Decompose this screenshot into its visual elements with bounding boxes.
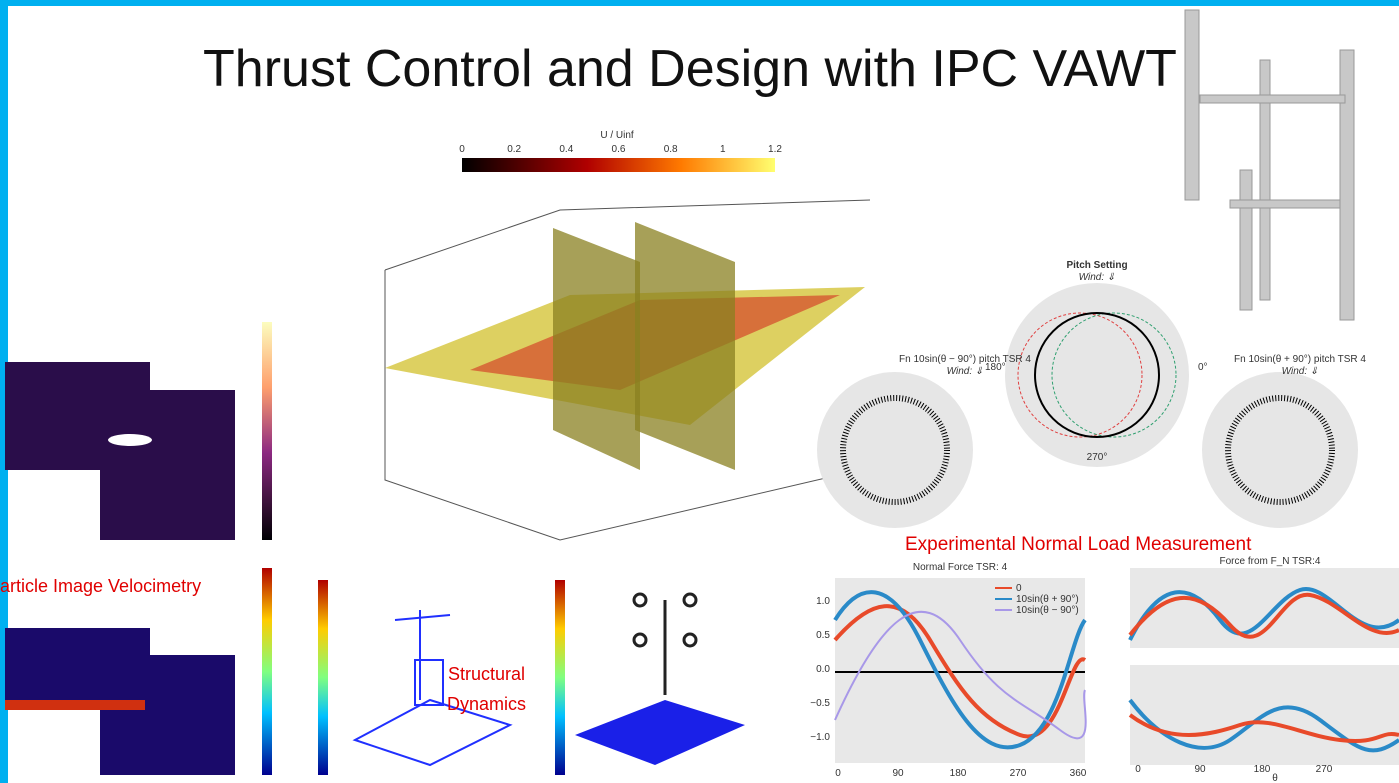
figure-title: Pitch Setting bbox=[1066, 260, 1127, 271]
colorbar-tick-label: 0.8 bbox=[664, 144, 678, 155]
slide: Thrust Control and Design with IPC VAWT … bbox=[0, 0, 1399, 783]
label: Dynamics bbox=[447, 694, 526, 714]
figure-title: Fn 10sin(θ − 90°) pitch TSR 4 bbox=[899, 354, 1031, 365]
plot-area bbox=[1130, 568, 1399, 648]
colorbar-tick-label: 1 bbox=[720, 144, 726, 155]
piv-airfoil bbox=[108, 434, 152, 446]
polar-background bbox=[1005, 283, 1189, 467]
polar-angle: 270° bbox=[1087, 452, 1108, 463]
figure-title: Fn 10sin(θ + 90°) pitch TSR 4 bbox=[1234, 354, 1366, 365]
legend-label: 0 bbox=[1016, 583, 1022, 594]
colorbar-tick-label: 0.6 bbox=[612, 144, 626, 155]
colorbar bbox=[318, 580, 328, 775]
y-tick-label: 0.0 bbox=[816, 664, 830, 675]
x-tick-label: 180 bbox=[1254, 764, 1271, 775]
cfd-plane bbox=[635, 222, 735, 470]
colorbar bbox=[262, 322, 272, 540]
x-tick-label: 360 bbox=[1070, 768, 1087, 779]
y-tick-label: −0.5 bbox=[810, 698, 830, 709]
colorbar-tick-label: 0 bbox=[459, 144, 465, 155]
label: Structural bbox=[448, 664, 525, 684]
colorbar-tick-label: 1.2 bbox=[768, 144, 782, 155]
x-tick-label: 0 bbox=[1135, 764, 1141, 775]
legend-label: 10sin(θ − 90°) bbox=[1016, 605, 1079, 616]
x-tick-label: 90 bbox=[1194, 764, 1206, 775]
figure-subtitle: Wind: ⇓ bbox=[1079, 272, 1116, 283]
polar-angle: 0° bbox=[1198, 362, 1208, 373]
axis-label: θ bbox=[1272, 773, 1278, 783]
cfd-plane bbox=[553, 228, 640, 470]
x-tick-label: 0 bbox=[835, 768, 841, 779]
colorbar bbox=[462, 158, 775, 172]
x-tick-label: 270 bbox=[1010, 768, 1027, 779]
x-tick-label: 180 bbox=[950, 768, 967, 779]
legend-label: 10sin(θ + 90°) bbox=[1016, 594, 1079, 605]
figure-subtitle: Wind: ⇓ bbox=[1282, 366, 1319, 377]
figure-title: Normal Force TSR: 4 bbox=[913, 562, 1008, 573]
colorbar-tick-label: 0.4 bbox=[559, 144, 573, 155]
y-tick-label: −1.0 bbox=[810, 732, 830, 743]
label: Experimental Normal Load Measurement bbox=[905, 534, 1252, 555]
figure-title: Force from F_N TSR:4 bbox=[1220, 556, 1321, 567]
colorbar-title: U / Uinf bbox=[600, 130, 634, 141]
slide-title: Thrust Control and Design with IPC VAWT bbox=[203, 40, 1177, 98]
y-tick-label: 0.5 bbox=[816, 630, 830, 641]
colorbar bbox=[262, 568, 272, 775]
piv-wake bbox=[5, 700, 145, 710]
label: article Image Velocimetry bbox=[0, 576, 201, 596]
x-tick-label: 270 bbox=[1316, 764, 1333, 775]
colorbar-tick-label: 0.2 bbox=[507, 144, 521, 155]
figure-subtitle: Wind: ⇓ bbox=[947, 366, 984, 377]
y-tick-label: 1.0 bbox=[816, 596, 830, 607]
colorbar bbox=[555, 580, 565, 775]
x-tick-label: 90 bbox=[892, 768, 904, 779]
